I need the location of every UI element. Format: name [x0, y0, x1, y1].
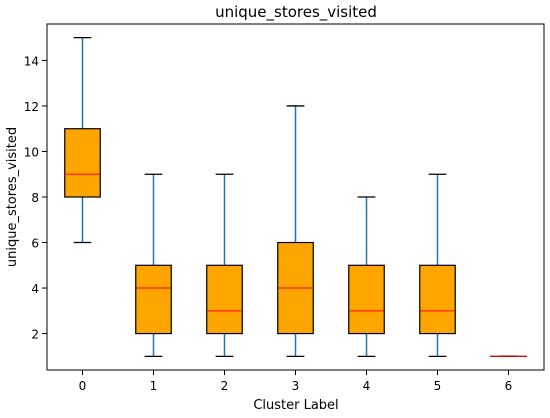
- x-tick-label: 0: [79, 379, 87, 393]
- box: [65, 129, 101, 197]
- x-tick-label: 6: [505, 379, 513, 393]
- box: [136, 265, 172, 333]
- box: [420, 265, 456, 333]
- x-tick-label: 5: [434, 379, 442, 393]
- y-tick-label: 12: [24, 100, 39, 114]
- x-tick-label: 1: [150, 379, 158, 393]
- y-tick-label: 10: [24, 145, 39, 159]
- y-tick-label: 14: [24, 54, 39, 68]
- box: [207, 265, 243, 333]
- y-tick-label: 2: [31, 328, 39, 342]
- x-axis-label: Cluster Label: [253, 398, 338, 413]
- x-tick-label: 2: [221, 379, 229, 393]
- y-axis-label: unique_stores_visited: [5, 127, 20, 267]
- y-tick-label: 8: [31, 191, 39, 205]
- box: [349, 265, 385, 333]
- x-tick-label: 3: [292, 379, 300, 393]
- chart-title: unique_stores_visited: [215, 3, 377, 22]
- x-tick-label: 4: [363, 379, 371, 393]
- y-tick-label: 6: [31, 237, 39, 251]
- y-tick-label: 4: [31, 282, 39, 296]
